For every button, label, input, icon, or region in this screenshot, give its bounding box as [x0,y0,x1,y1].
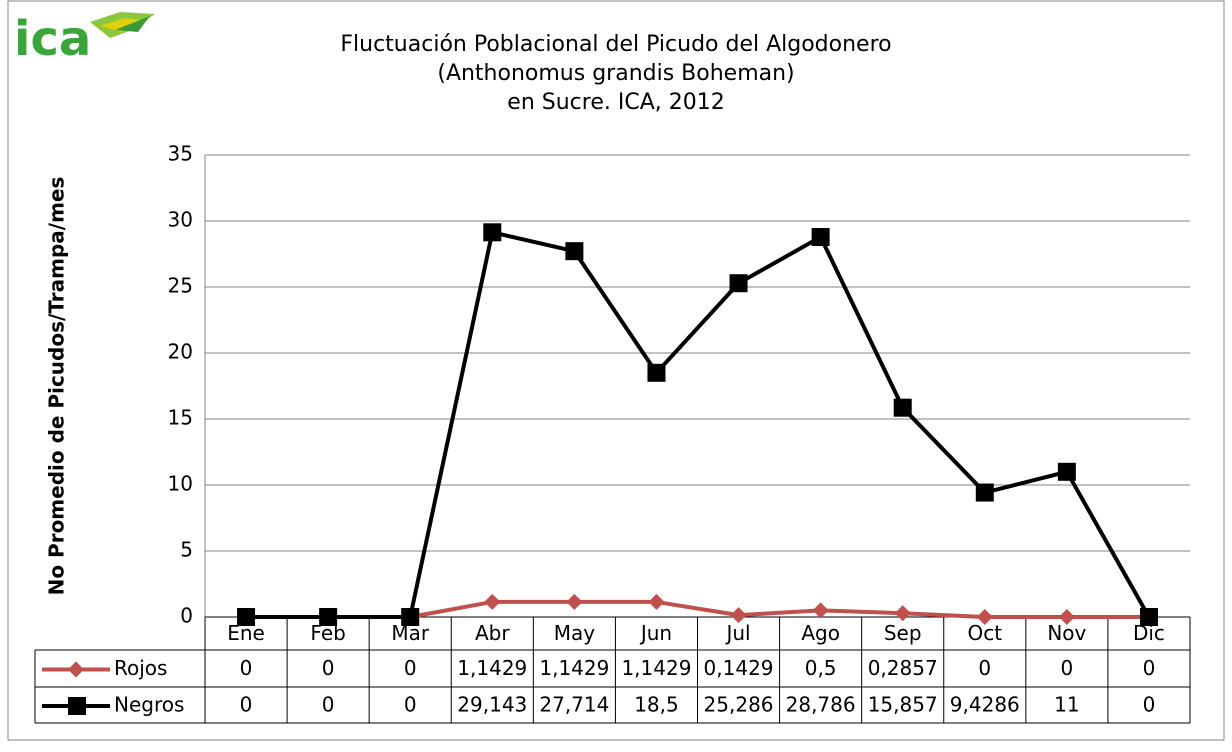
y-tick-label: 0 [180,604,193,628]
table-value: 0 [1143,656,1156,680]
y-tick-label: 10 [168,472,193,496]
table-value: 0 [322,693,335,717]
y-axis-label: No Promedio de Picudos/Trampa/mes [45,177,69,596]
table-value: 9,4286 [950,693,1020,717]
marker [975,483,994,502]
chart-title: en Sucre. ICA, 2012 [507,90,724,115]
marker [565,242,584,261]
x-tick-label: Jul [724,621,750,645]
marker [1057,462,1076,481]
table-value: 1,1429 [539,656,609,680]
logo: ica [14,11,155,67]
table-value: 29,143 [457,693,527,717]
marker [237,608,256,626]
legend-label: Negros [114,693,184,717]
table-value: 1,1429 [457,656,527,680]
marker [812,602,829,619]
x-tick-label: Ago [801,621,840,645]
table-value: 27,714 [539,693,609,717]
table-value: 0,2857 [868,656,938,680]
table-value: 1,1429 [621,656,691,680]
y-tick-label: 15 [168,406,193,430]
marker [976,609,993,625]
chart-title: Fluctuación Poblacional del Picudo del A… [340,32,891,57]
x-tick-label: Jun [639,621,672,645]
x-tick-label: Abr [475,621,510,645]
marker [811,228,830,247]
table-value: 25,286 [704,693,774,717]
marker [647,363,666,382]
legend-marker [68,697,86,715]
table-value: 0 [404,656,417,680]
x-tick-label: Oct [967,621,1002,645]
marker [893,398,912,417]
table-value: 0,5 [805,656,837,680]
y-tick-label: 25 [168,274,193,298]
marker [729,274,748,293]
table-value: 0 [240,656,253,680]
y-tick-label: 35 [168,142,193,166]
table-value: 0 [404,693,417,717]
table-value: 0 [1061,656,1074,680]
marker [1058,609,1075,625]
table-value: 11 [1054,693,1079,717]
series-line [246,230,1151,619]
table-value: 0 [322,656,335,680]
marker [483,223,502,242]
marker [484,593,501,610]
logo-text: ica [14,11,91,67]
legend-marker [68,661,84,678]
marker [894,605,911,622]
x-tick-label: Nov [1047,621,1086,645]
legend-label: Rojos [114,656,167,680]
y-tick-label: 30 [168,208,193,232]
table-value: 18,5 [634,693,679,717]
y-tick-label: 5 [180,538,193,562]
marker [319,608,338,626]
x-tick-label: May [554,621,596,645]
table-value: 0 [240,693,253,717]
marker [730,607,747,624]
x-tick-label: Sep [884,621,922,645]
table-value: 0 [1143,693,1156,717]
marker [401,608,420,626]
table-value: 0 [978,656,991,680]
table-value: 15,857 [868,693,938,717]
marker [566,593,583,610]
y-tick-label: 20 [168,340,193,364]
table-value: 0,1429 [704,656,774,680]
chart-title: (Anthonomus grandis Boheman) [437,61,794,86]
table-value: 28,786 [786,693,856,717]
marker [1139,608,1158,626]
marker [648,593,665,610]
